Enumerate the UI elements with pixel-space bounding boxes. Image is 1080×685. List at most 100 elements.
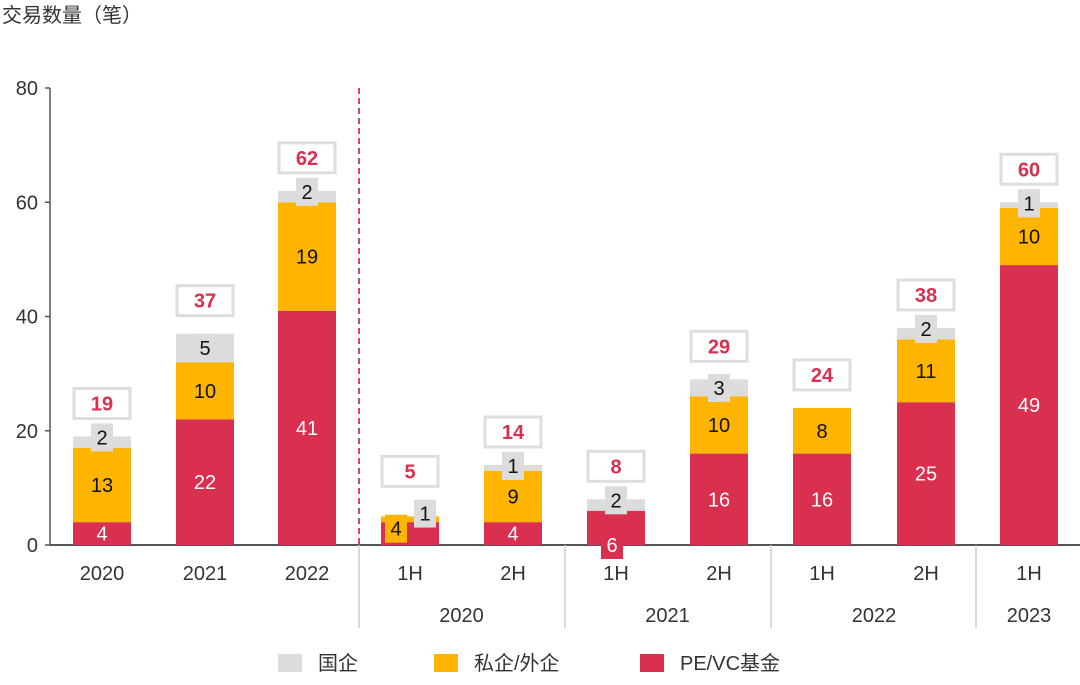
segment-label-private: 19 [296,247,318,269]
segment-label-private: 9 [507,486,518,508]
segment-label-pevc: 4 [96,524,107,546]
x-group-label: 2021 [645,605,690,627]
bar-segment-pevc [793,453,851,545]
total-label: 8 [610,456,621,478]
legend-label: PE/VC基金 [680,652,780,675]
segment-label-pevc-box [601,531,623,559]
segment-label-private: 8 [816,421,827,443]
legend-swatch [640,654,664,672]
segment-label-state-box [915,314,937,343]
total-label-box [72,386,132,420]
total-label: 14 [502,422,525,444]
segment-label-pevc: 25 [915,464,937,486]
segment-label-pevc: 49 [1018,395,1040,417]
total-label: 62 [296,148,318,170]
x-tick-label: 1H [1016,563,1042,585]
segment-label-private: 4 [390,519,401,541]
segment-label-state-box [91,423,113,452]
segment-label-state-box [605,486,627,515]
bar-segment-pevc [73,522,131,545]
segment-label-state-box [194,333,216,362]
x-tick-label: 2H [913,563,939,585]
bar-segment-private [897,339,955,403]
x-tick-label: 1H [809,563,835,585]
bar-segment-private [793,407,851,454]
y-tick-label: 20 [16,421,38,443]
bar-segment-pevc [176,419,234,545]
x-tick-label: 2H [500,563,526,585]
y-tick-label: 40 [16,307,38,329]
total-label-box [792,358,852,392]
y-axis-title: 交易数量（笔） [2,4,142,27]
segment-label-private: 10 [1018,227,1040,249]
segment-label-state-box [296,177,318,206]
bar-segment-private [690,396,748,454]
total-label: 29 [708,336,730,358]
segment-label-private: 11 [916,361,937,383]
total-label: 5 [404,461,415,483]
total-label-box [896,278,956,312]
total-label: 24 [811,365,834,387]
total-label-box [483,415,543,449]
segment-label-state-box [414,499,436,528]
total-label-box [175,284,235,318]
x-group-label: 2022 [852,605,897,627]
y-tick-label: 0 [27,535,38,557]
total-label-box [999,152,1059,186]
total-label: 37 [194,291,216,313]
total-label-box [586,449,646,483]
bar-segment-private [278,202,336,311]
segment-label-state: 2 [301,182,312,204]
legend: 国企 私企/外企 PE/VC基金 [278,652,780,675]
y-tick-label: 60 [16,192,38,214]
total-label: 19 [91,393,113,415]
bar-segment-private [1000,207,1058,266]
segment-label-pevc: 4 [507,524,518,546]
bar-segment-pevc [690,453,748,545]
legend-label: 私企/外企 [474,652,560,675]
x-tick-label: 2H [706,563,732,585]
total-label-box [689,329,749,363]
segment-label-state: 2 [96,427,107,449]
total-label-box [277,141,337,175]
segment-label-private: 13 [91,475,113,497]
segment-label-state: 1 [419,504,430,526]
legend-label: 国企 [318,652,358,675]
bar-segment-pevc [897,402,955,545]
bar-segment-private [381,516,439,523]
segment-label-state: 5 [199,338,210,360]
segment-label-state: 1 [1023,193,1034,215]
segment-label-pevc: 16 [811,489,833,511]
bar-segment-pevc [1000,265,1058,545]
bar-segment-pevc [278,310,336,545]
x-group-label: 2023 [1007,605,1052,627]
segment-label-private: 10 [708,415,730,437]
segment-label-pevc: 41 [296,418,318,440]
y-tick-label: 80 [16,78,38,100]
segment-label-private-box [385,514,407,543]
segment-label-state: 1 [507,456,518,478]
legend-swatch [278,654,302,672]
x-tick-label: 2020 [80,563,125,585]
segment-label-state-box [708,373,730,402]
segment-label-state: 2 [920,319,931,341]
total-label: 60 [1018,159,1040,181]
legend-swatch [434,654,458,672]
x-tick-label: 1H [603,563,629,585]
segment-label-pevc: 6 [606,535,617,557]
segment-label-pevc: 16 [708,489,730,511]
x-group-label: 2020 [439,605,484,627]
total-label: 38 [915,285,937,307]
total-label-box [380,454,440,488]
x-tick-label: 1H [397,563,423,585]
segment-label-state-box [502,452,524,481]
bar-segment-private [73,447,131,523]
bar-segment-pevc [484,522,542,545]
segment-label-private: 10 [194,381,216,403]
bar-segment-private [176,362,234,420]
x-tick-label: 2021 [183,563,228,585]
segment-label-pevc: 22 [194,472,216,494]
segment-label-state: 2 [610,490,621,512]
segment-label-state-box [1018,189,1040,218]
